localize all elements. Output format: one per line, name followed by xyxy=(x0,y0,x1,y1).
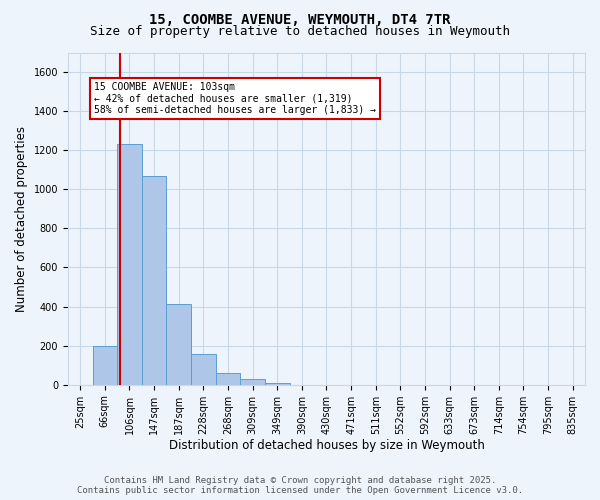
Text: Contains HM Land Registry data © Crown copyright and database right 2025.
Contai: Contains HM Land Registry data © Crown c… xyxy=(77,476,523,495)
X-axis label: Distribution of detached houses by size in Weymouth: Distribution of detached houses by size … xyxy=(169,440,484,452)
Text: Size of property relative to detached houses in Weymouth: Size of property relative to detached ho… xyxy=(90,25,510,38)
Bar xyxy=(265,383,290,384)
Text: 15, COOMBE AVENUE, WEYMOUTH, DT4 7TR: 15, COOMBE AVENUE, WEYMOUTH, DT4 7TR xyxy=(149,12,451,26)
Y-axis label: Number of detached properties: Number of detached properties xyxy=(15,126,28,312)
Bar xyxy=(240,379,265,384)
Bar xyxy=(142,176,166,384)
Bar xyxy=(166,304,191,384)
Bar xyxy=(92,346,117,385)
Bar xyxy=(117,144,142,384)
Bar xyxy=(215,373,240,384)
Bar xyxy=(191,354,215,384)
Text: 15 COOMBE AVENUE: 103sqm
← 42% of detached houses are smaller (1,319)
58% of sem: 15 COOMBE AVENUE: 103sqm ← 42% of detach… xyxy=(94,82,376,115)
